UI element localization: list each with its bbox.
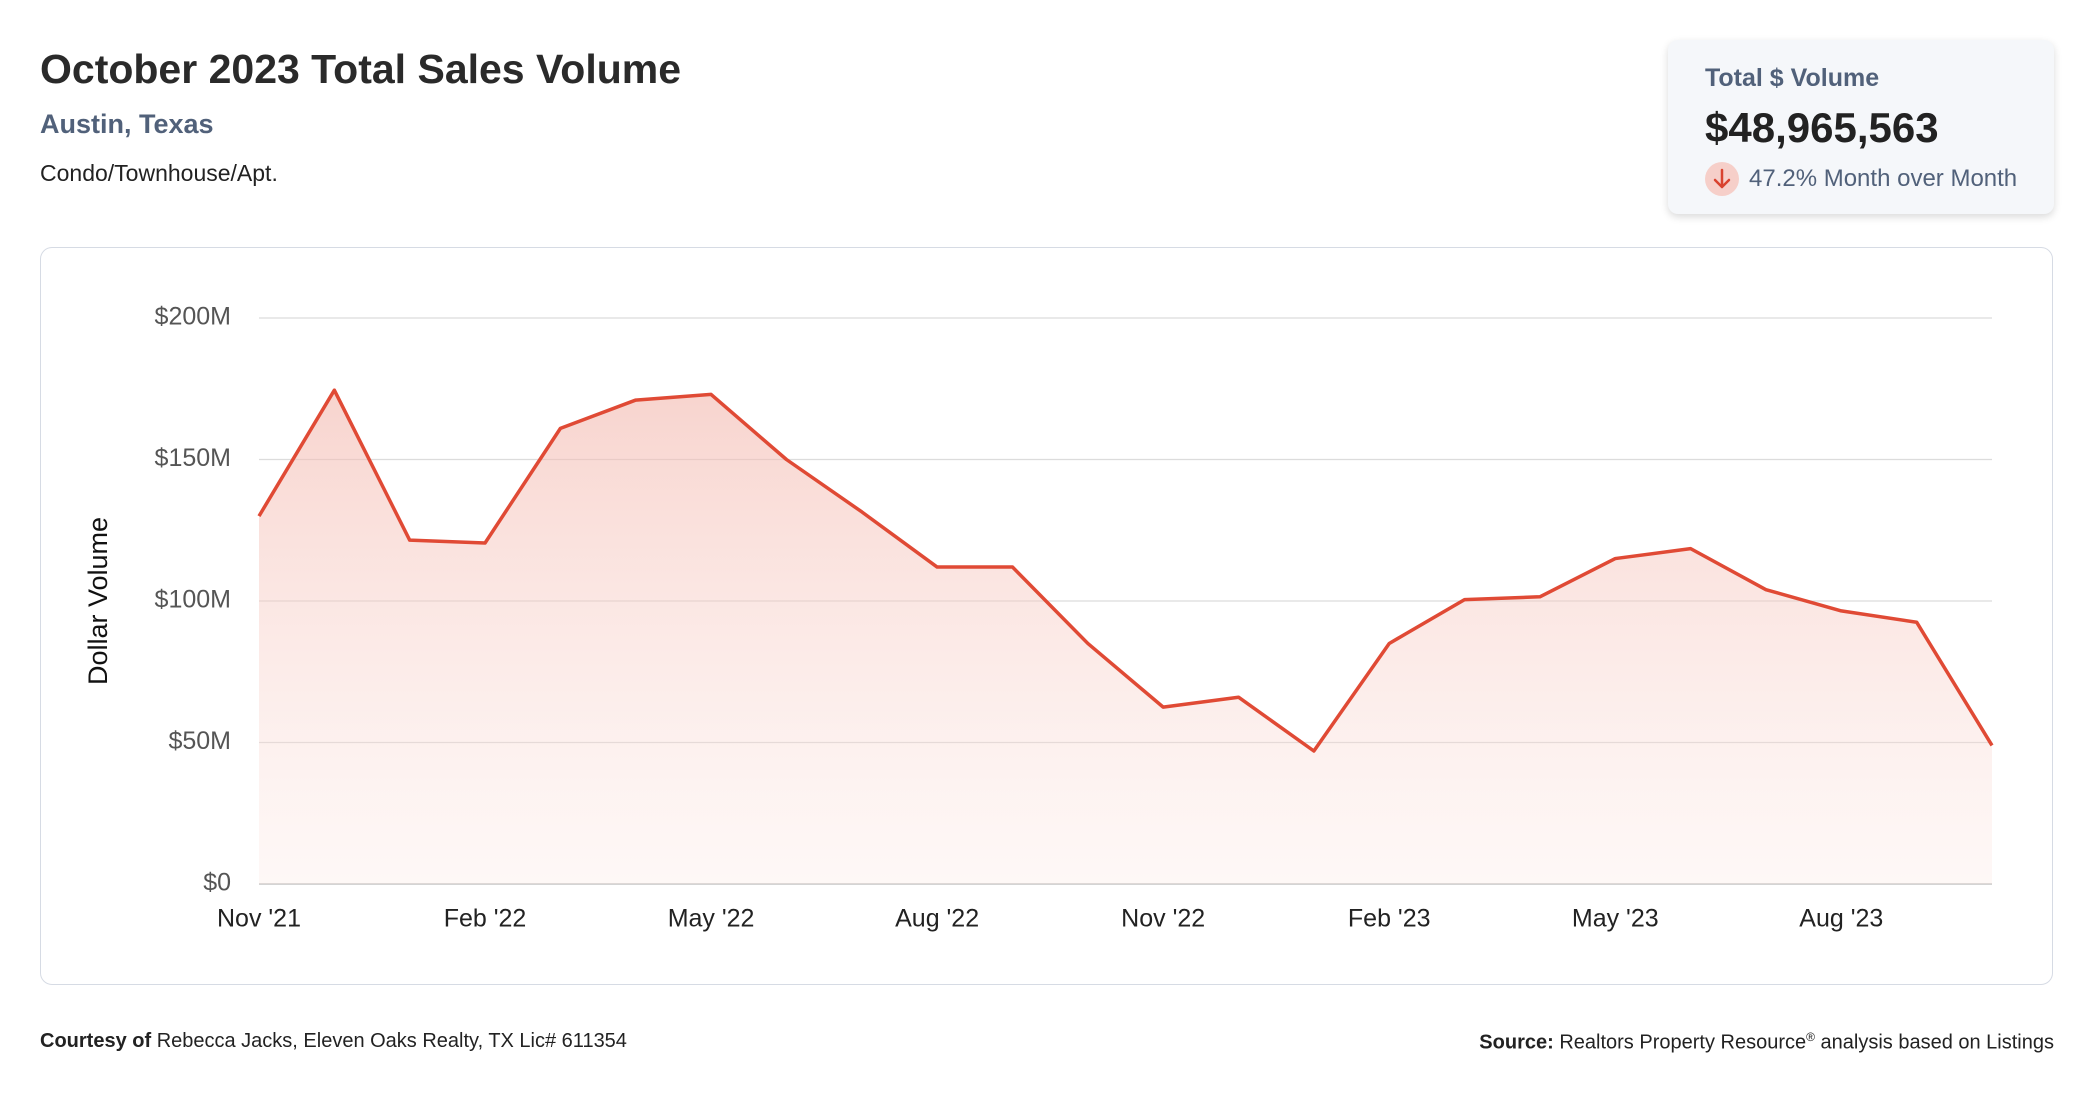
line	[257, 388, 1994, 753]
y-tick-label: $50M	[168, 727, 231, 755]
kpi-value: $48,965,563	[1705, 104, 1939, 151]
x-tick-label: Nov '21	[217, 905, 301, 933]
kpi-label: Total $ Volume	[1705, 64, 1880, 92]
x-tick-label: Aug '23	[1799, 905, 1883, 933]
footer-source: Source: Realtors Property Resource® anal…	[1479, 1030, 2054, 1055]
kpi-change-row: 47.2% Month over Month	[1705, 162, 2017, 196]
y-tick-label: $200M	[155, 303, 231, 331]
x-tick-label: Nov '22	[1121, 905, 1205, 933]
subtitle: Austin, Texas	[40, 109, 214, 139]
source-text: Realtors Property Resource	[1559, 1031, 1807, 1054]
courtesy-text: Rebecca Jacks, Eleven Oaks Realty, TX Li…	[156, 1030, 627, 1052]
chart: Dollar Volume $0 $50M $100M $150M $200M Nov '…	[83, 303, 1994, 933]
source-mark: ®	[1806, 1030, 1815, 1044]
kpi-change: 47.2% Month over Month	[1749, 165, 2018, 192]
courtesy-label: Courtesy of	[40, 1030, 152, 1052]
page-title: October 2023 Total Sales Volume	[40, 46, 682, 92]
source-label: Source:	[1479, 1031, 1554, 1054]
kpi-card: Total $ Volume $48,965,563 47.2% Month o…	[1668, 40, 2054, 214]
x-tick-label: May '23	[1572, 905, 1659, 933]
y-tick-label: $150M	[155, 444, 231, 472]
down-arrow-icon	[1705, 162, 1739, 196]
footer-courtesy: Courtesy of Rebecca Jacks, Eleven Oaks R…	[40, 1030, 627, 1053]
x-tick-label: Feb '22	[444, 905, 527, 933]
x-tick-label: May '22	[668, 905, 755, 933]
y-axis-label: Dollar Volume	[83, 517, 113, 685]
y-tick-label: $100M	[155, 586, 231, 614]
x-tick-label: Aug '22	[895, 905, 979, 933]
x-tick-label: Feb '23	[1348, 905, 1431, 933]
source-rest: analysis based on Listings	[1820, 1031, 2054, 1054]
chart-container	[40, 247, 2053, 985]
property-type: Condo/Townhouse/Apt.	[40, 160, 278, 186]
y-tick-label: $0	[203, 869, 231, 897]
area	[259, 390, 1992, 884]
